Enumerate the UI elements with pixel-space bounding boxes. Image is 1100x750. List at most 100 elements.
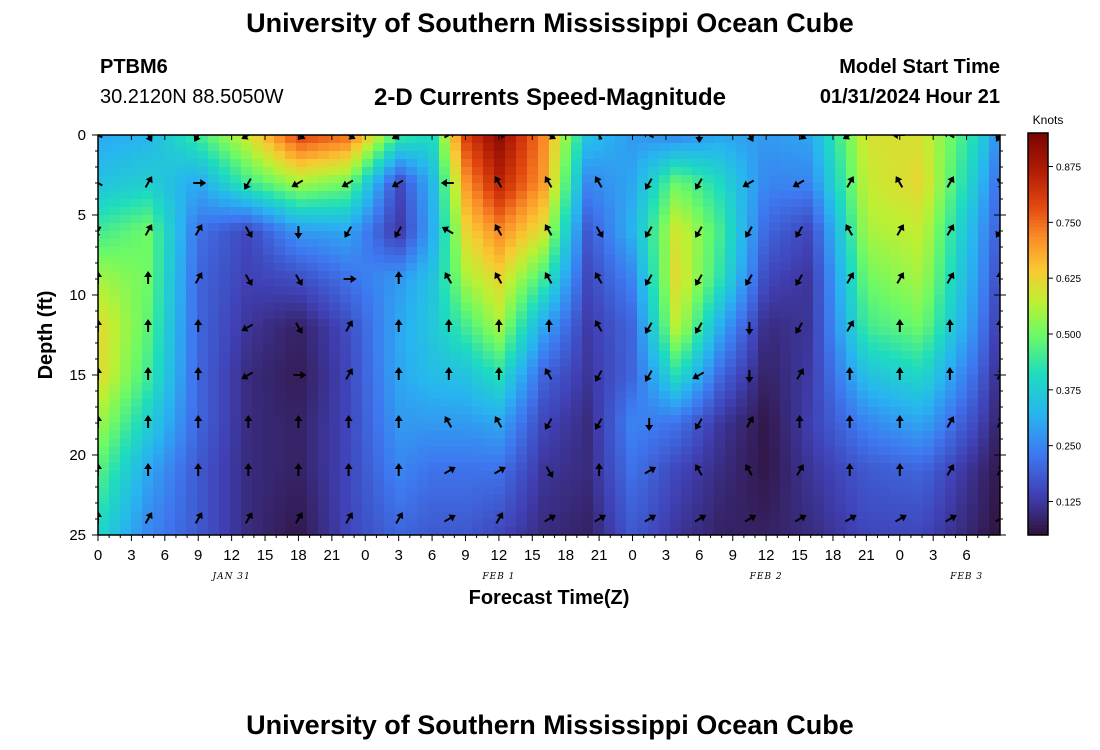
heatmap-cell — [571, 423, 583, 432]
heatmap-cell — [296, 487, 308, 496]
heatmap-cell — [98, 367, 110, 376]
heatmap-cell — [219, 455, 231, 464]
heatmap-cell — [780, 407, 792, 416]
heatmap-cell — [417, 367, 429, 376]
heatmap-cell — [472, 143, 484, 152]
heatmap-cell — [989, 359, 1000, 368]
current-vector — [794, 514, 807, 523]
colorbar-segment — [1028, 444, 1048, 449]
heatmap-cell — [769, 367, 781, 376]
heatmap-cell — [153, 351, 165, 360]
heatmap-cell — [758, 167, 770, 176]
heatmap-cell — [428, 271, 440, 280]
heatmap-cell — [890, 367, 902, 376]
x-tick-label: 3 — [929, 547, 937, 564]
heatmap-cell — [461, 527, 473, 535]
heatmap-cell — [549, 503, 561, 512]
heatmap-cell — [692, 503, 704, 512]
heatmap-cell — [648, 527, 660, 535]
heatmap-cell — [219, 271, 231, 280]
heatmap-cell — [626, 303, 638, 312]
heatmap-cell — [230, 471, 242, 480]
heatmap-cell — [967, 151, 979, 160]
heatmap-cell — [560, 495, 572, 504]
colorbar-segment — [1028, 293, 1048, 298]
heatmap-cell — [164, 223, 176, 232]
heatmap-cell — [142, 151, 154, 160]
heatmap-cell — [648, 151, 660, 160]
heatmap-cell — [153, 335, 165, 344]
heatmap-cell — [131, 527, 143, 535]
heatmap-cell — [813, 191, 825, 200]
heatmap-cell — [318, 159, 330, 168]
heatmap-cell — [703, 151, 715, 160]
date-label: JAN 31 — [210, 572, 250, 582]
heatmap-cell — [835, 135, 847, 144]
heatmap-cell — [769, 455, 781, 464]
heatmap-cell — [890, 519, 902, 528]
heatmap-cell — [978, 335, 990, 344]
heatmap-cell — [670, 239, 682, 248]
heatmap-cell — [362, 487, 374, 496]
heatmap-cell — [934, 159, 946, 168]
heatmap-cell — [98, 279, 110, 288]
heatmap-cell — [439, 479, 451, 488]
heatmap-cell — [384, 279, 396, 288]
heatmap-cell — [582, 295, 594, 304]
heatmap-cell — [934, 439, 946, 448]
heatmap-cell — [230, 271, 242, 280]
current-vector — [845, 463, 854, 476]
heatmap-cell — [296, 287, 308, 296]
heatmap-cell — [560, 463, 572, 472]
heatmap-cell — [505, 143, 517, 152]
heatmap-cell — [109, 183, 121, 192]
heatmap-cell — [956, 223, 968, 232]
current-vector — [594, 418, 603, 430]
heatmap-cell — [824, 367, 836, 376]
colorbar-segment — [1028, 528, 1048, 533]
heatmap-cell — [670, 527, 682, 535]
heatmap-cell — [703, 479, 715, 488]
heatmap-cell — [164, 503, 176, 512]
heatmap-cell — [362, 191, 374, 200]
heatmap-cell — [582, 383, 594, 392]
heatmap-cell — [527, 447, 539, 456]
heatmap-cell — [824, 391, 836, 400]
heatmap-cell — [560, 479, 572, 488]
heatmap-cell — [692, 303, 704, 312]
heatmap-cell — [252, 447, 264, 456]
heatmap-cell — [307, 231, 319, 240]
heatmap-cell — [747, 367, 759, 376]
heatmap-cell — [351, 263, 363, 272]
heatmap-cell — [252, 191, 264, 200]
heatmap-cell — [263, 159, 275, 168]
heatmap-cell — [439, 519, 451, 528]
heatmap-cell — [120, 407, 132, 416]
heatmap-cell — [307, 423, 319, 432]
heatmap-cell — [967, 247, 979, 256]
heatmap-cell — [153, 487, 165, 496]
heatmap-cell — [175, 519, 187, 528]
heatmap-cell — [296, 191, 308, 200]
heatmap-cell — [549, 167, 561, 176]
heatmap-cell — [604, 303, 616, 312]
heatmap-cell — [241, 343, 253, 352]
heatmap-cell — [395, 455, 407, 464]
heatmap-cell — [263, 503, 275, 512]
heatmap-cell — [318, 311, 330, 320]
heatmap-cell — [890, 143, 902, 152]
heatmap-cell — [791, 255, 803, 264]
heatmap-cell — [373, 271, 385, 280]
heatmap-cell — [164, 351, 176, 360]
heatmap-cell — [461, 159, 473, 168]
heatmap-cell — [681, 295, 693, 304]
heatmap-cell — [923, 175, 935, 184]
heatmap-cell — [527, 207, 539, 216]
heatmap-cell — [285, 175, 297, 184]
heatmap-cell — [131, 479, 143, 488]
heatmap-cell — [637, 239, 649, 248]
heatmap-cell — [659, 375, 671, 384]
heatmap-cell — [648, 391, 660, 400]
heatmap-cell — [439, 319, 451, 328]
heatmap-cell — [912, 215, 924, 224]
